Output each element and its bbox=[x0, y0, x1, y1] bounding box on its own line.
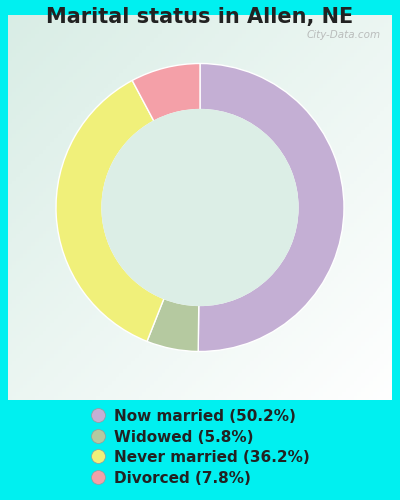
Wedge shape bbox=[132, 64, 200, 121]
Legend: Now married (50.2%), Widowed (5.8%), Never married (36.2%), Divorced (7.8%): Now married (50.2%), Widowed (5.8%), Nev… bbox=[90, 410, 310, 486]
Wedge shape bbox=[147, 298, 199, 352]
Wedge shape bbox=[198, 64, 344, 352]
Circle shape bbox=[102, 110, 298, 306]
Text: Marital status in Allen, NE: Marital status in Allen, NE bbox=[46, 8, 354, 28]
Wedge shape bbox=[56, 80, 164, 342]
Text: City-Data.com: City-Data.com bbox=[306, 30, 380, 40]
